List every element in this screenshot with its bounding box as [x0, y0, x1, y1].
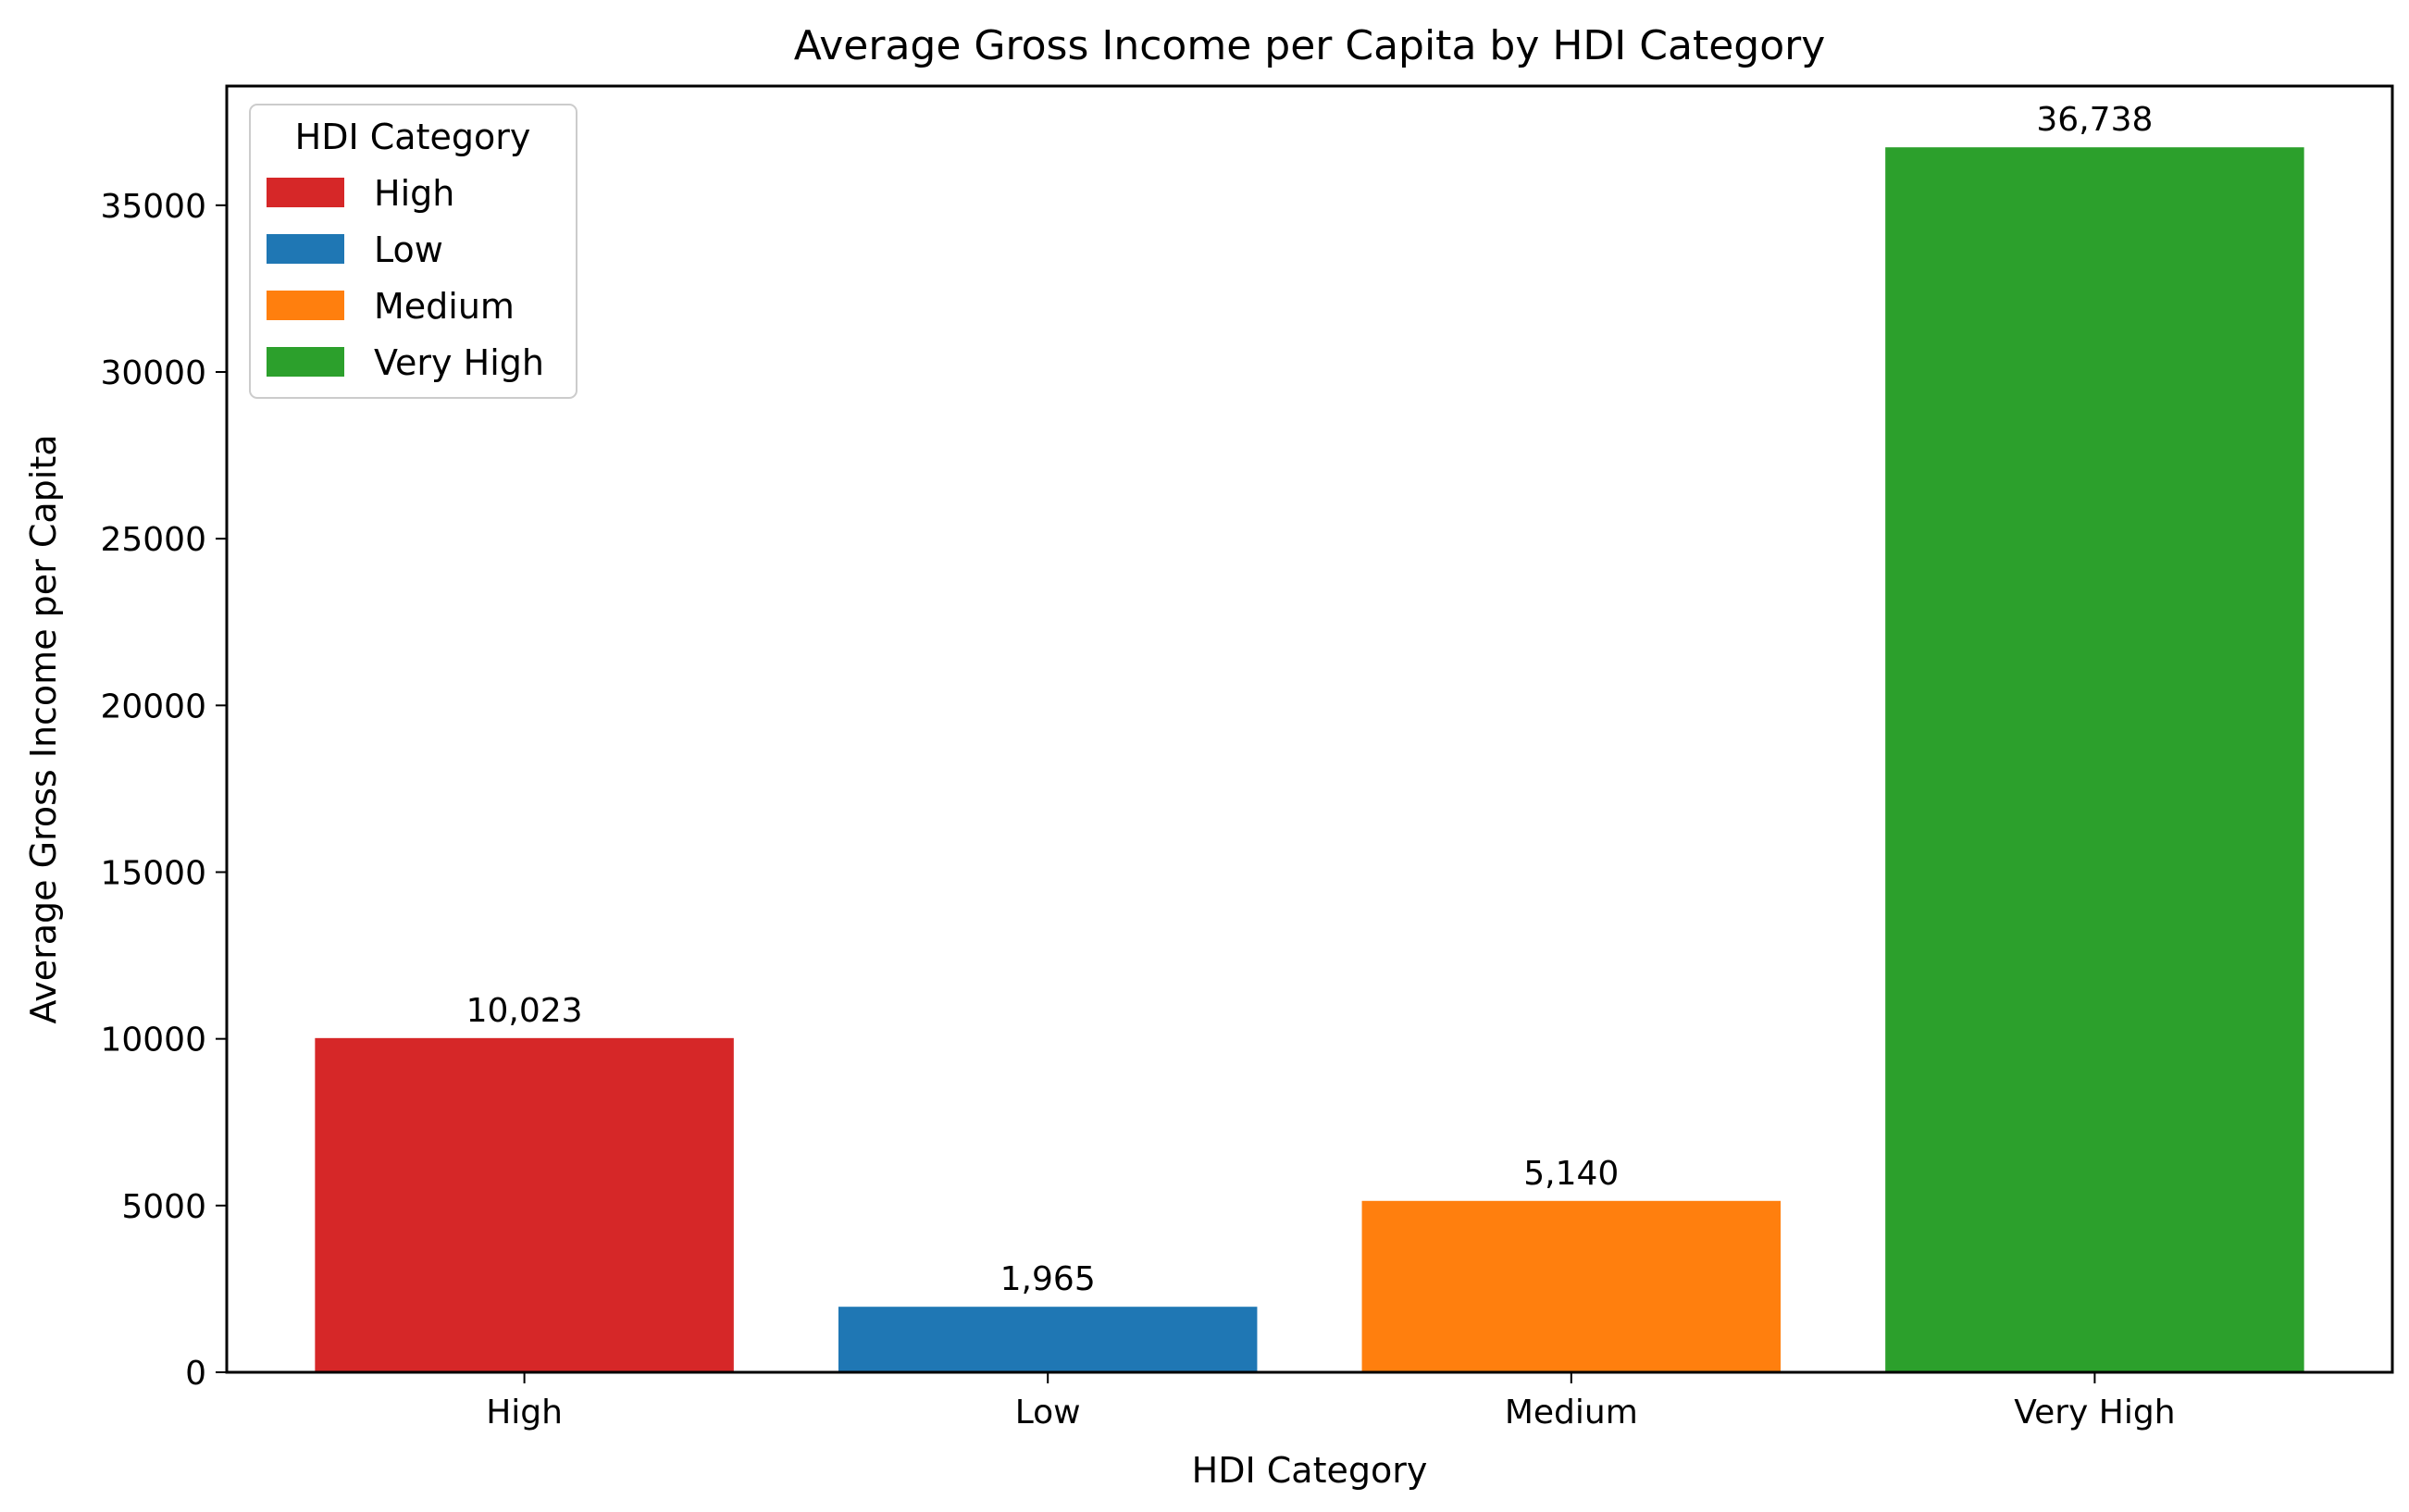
x-axis-label: HDI Category — [1192, 1450, 1428, 1491]
data-label-very-high: 36,738 — [2036, 101, 2153, 139]
x-axis: High Low Medium Very High — [486, 1372, 2176, 1431]
y-axis: 0 5000 10000 15000 20000 25000 30000 35000 — [100, 188, 227, 1393]
legend: HDI Category High Low Medium Very High — [249, 104, 577, 399]
legend-swatch-high — [267, 178, 344, 207]
y-tick-label-0: 0 — [185, 1355, 206, 1393]
y-axis-label: Average Gross Income per Capita — [23, 434, 64, 1023]
y-tick-label-15000: 15000 — [100, 854, 206, 892]
data-label-high: 10,023 — [466, 992, 583, 1030]
y-tick-label-30000: 30000 — [100, 354, 206, 392]
legend-label-medium: Medium — [374, 286, 515, 327]
y-tick-label-10000: 10000 — [100, 1022, 206, 1060]
legend-swatch-very-high — [267, 347, 344, 377]
data-label-low: 1,965 — [1000, 1260, 1096, 1298]
chart-title: Average Gross Income per Capita by HDI C… — [794, 22, 1826, 69]
bar-high — [315, 1037, 734, 1372]
legend-title: HDI Category — [295, 117, 531, 157]
bars-layer — [315, 147, 2304, 1373]
bar-medium — [1361, 1200, 1782, 1372]
y-tick-label-5000: 5000 — [121, 1188, 206, 1226]
plot-area: 10,023 1,965 5,140 36,738 0 5000 10000 15000 20… — [100, 84, 2394, 1431]
axes-frame — [225, 84, 2394, 1374]
x-tick-label-high: High — [486, 1394, 563, 1431]
bar-low — [838, 1307, 1258, 1372]
legend-label-high: High — [374, 173, 454, 214]
x-tick-label-low: Low — [1015, 1394, 1081, 1431]
bar-very-high — [1885, 147, 2304, 1373]
legend-entries: High Low Medium Very High — [267, 173, 544, 383]
data-labels-layer: 10,023 1,965 5,140 36,738 — [466, 101, 2154, 1298]
x-tick-label-very-high: Very High — [2014, 1394, 2175, 1431]
x-tick-label-medium: Medium — [1505, 1394, 1638, 1431]
legend-swatch-low — [267, 234, 344, 264]
legend-label-low: Low — [374, 229, 443, 270]
y-tick-label-35000: 35000 — [100, 188, 206, 226]
data-label-medium: 5,140 — [1523, 1155, 1619, 1193]
legend-swatch-medium — [267, 291, 344, 320]
legend-label-very-high: Very High — [374, 342, 544, 383]
y-tick-label-25000: 25000 — [100, 521, 206, 559]
y-tick-label-20000: 20000 — [100, 688, 206, 725]
